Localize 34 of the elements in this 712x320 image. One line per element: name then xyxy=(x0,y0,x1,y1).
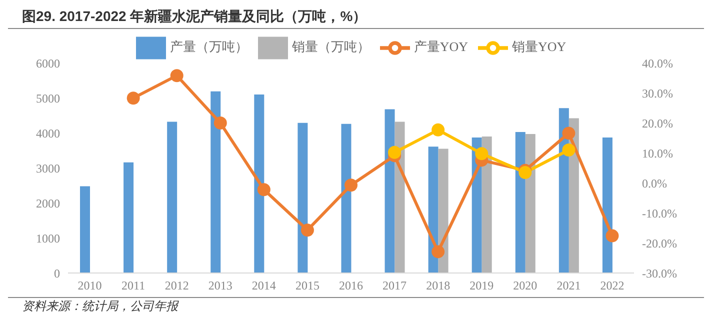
y-tick-label: 5000 xyxy=(36,91,60,106)
x-tick-label: 2019 xyxy=(470,278,494,293)
legend-label: 产量（万吨） xyxy=(170,38,248,54)
x-tick-label: 2018 xyxy=(426,278,450,293)
x-tick-label: 2016 xyxy=(339,278,363,293)
y-tick-label: 2000 xyxy=(36,196,60,210)
y2-tick-label: -10.0% xyxy=(642,206,677,220)
x-tick-label: 2015 xyxy=(295,278,320,293)
x-tick-label: 2017 xyxy=(382,278,407,293)
text: 资料来源：统计局，公司年报 xyxy=(8,297,704,315)
y2-tick-label: -30.0% xyxy=(642,266,677,280)
legend-label: 产量YOY xyxy=(414,38,468,54)
x-tick-label: 2013 xyxy=(208,278,232,293)
y2-tick-label: 0.0% xyxy=(642,176,667,190)
y-tick-label: 3000 xyxy=(36,161,60,176)
y-tick-label: 1000 xyxy=(36,231,60,246)
x-tick-label: 2021 xyxy=(556,278,581,293)
x-tick-label: 2014 xyxy=(252,278,276,293)
y2-tick-label: -20.0% xyxy=(642,236,677,250)
y-tick-label: 4000 xyxy=(36,126,60,140)
x-tick-label: 2012 xyxy=(164,278,189,293)
y2-tick-label: 10.0% xyxy=(642,146,673,160)
y-tick-label: 0 xyxy=(54,266,60,280)
x-tick-label: 2022 xyxy=(600,278,624,293)
y2-tick-label: 20.0% xyxy=(642,116,673,130)
y-tick-label: 6000 xyxy=(36,56,60,70)
x-tick-label: 2010 xyxy=(78,278,102,293)
x-tick-label: 2011 xyxy=(122,278,146,293)
x-tick-label: 2020 xyxy=(513,278,538,293)
legend-label: 销量（万吨） xyxy=(292,38,370,54)
chart-title: 图29. 2017-2022 年新疆水泥产销量及同比（万吨，%） xyxy=(8,8,704,29)
y2-tick-label: 40.0% xyxy=(642,56,673,70)
legend-label: 销量YOY xyxy=(512,38,566,54)
y2-tick-label: 30.0% xyxy=(642,86,673,100)
